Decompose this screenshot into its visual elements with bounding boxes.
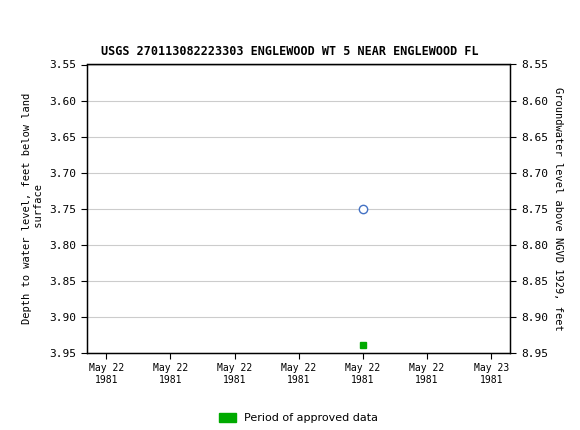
Text: USGS 270113082223303 ENGLEWOOD WT 5 NEAR ENGLEWOOD FL: USGS 270113082223303 ENGLEWOOD WT 5 NEAR…	[101, 45, 479, 58]
Y-axis label: Groundwater level above NGVD 1929, feet: Groundwater level above NGVD 1929, feet	[553, 87, 563, 330]
Legend: Period of approved data: Period of approved data	[215, 408, 383, 428]
Y-axis label: Depth to water level, feet below land
 surface: Depth to water level, feet below land su…	[23, 93, 44, 324]
Text: ▒USGS: ▒USGS	[6, 15, 64, 37]
